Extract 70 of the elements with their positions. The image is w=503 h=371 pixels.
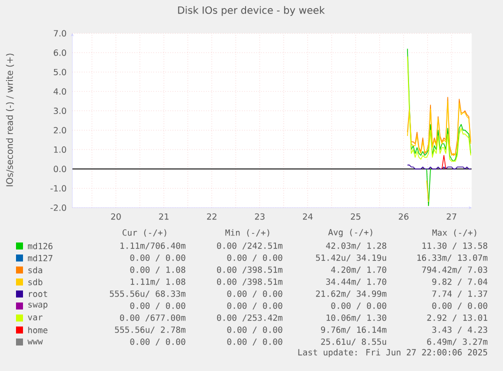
y-tick-label: 6.0	[54, 49, 66, 56]
text: Min (-/+)	[225, 229, 270, 237]
x-tick-label: 26	[398, 213, 408, 220]
text: 0.00 /398.51m	[217, 278, 282, 286]
legend-label: sdb	[28, 278, 42, 286]
text: 10.06m/ 1.30	[326, 314, 386, 322]
text: Max (-/+)	[432, 229, 476, 237]
text: Last update: Fri Jun 27 22:00:06 2025	[298, 348, 488, 358]
y-tick-label: 5.0	[54, 68, 66, 76]
text: 0.00 / 0.00	[227, 326, 282, 334]
text: 0.00 / 0.00	[227, 302, 282, 310]
text: 34.44m/ 1.70	[326, 278, 386, 286]
x-tick-label: 22	[207, 213, 216, 220]
legend-label: root	[29, 290, 48, 298]
text: 1.11m/706.40m	[120, 242, 186, 250]
legend-label: www	[28, 340, 43, 344]
text: 16.33m/ 13.07m	[417, 254, 488, 262]
y-tick-label: -1.0	[50, 185, 66, 192]
text: 0.00 / 0.00	[432, 302, 488, 310]
legend-label: md127	[28, 254, 52, 262]
y-tick-label: 0.0	[54, 166, 66, 172]
text: 6.49m/ 3.27m	[427, 338, 488, 346]
text: 794.42m/ 7.03	[422, 266, 488, 274]
text: 21.62m/ 34.99m	[316, 290, 386, 298]
text: 0.00 / 0.00	[130, 254, 186, 262]
text: 25.61u/ 8.55u	[321, 338, 386, 346]
text: 0.00 / 1.08	[130, 266, 186, 274]
text: 3.43 / 4.23	[432, 326, 488, 334]
text: 0.00 / 0.00	[130, 302, 186, 310]
text: 555.56u/ 68.33m	[110, 290, 186, 298]
text: 2.92 / 13.01	[427, 314, 488, 322]
text: 0.00 / 0.00	[227, 290, 282, 298]
y-tick-label: 7.0	[54, 30, 66, 37]
legend-label: sda	[28, 266, 42, 274]
y-tick-label: 4.0	[54, 88, 66, 95]
y-tick-label: 1.0	[54, 146, 66, 153]
x-tick-label: 27	[446, 213, 456, 220]
y-tick-label: 3.0	[54, 108, 66, 114]
text: Avg (-/+)	[328, 228, 372, 238]
y-tick-label: -2.0	[50, 204, 66, 211]
text: 11.30 / 13.58	[422, 242, 488, 250]
text: 7.74 / 1.37	[432, 290, 488, 298]
text: 9.82 / 7.04	[432, 278, 488, 286]
text: 0.00 / 0.00	[227, 254, 282, 262]
x-tick-label: 21	[159, 213, 168, 220]
x-tick-label: 24	[302, 213, 313, 220]
text: 0.00 / 0.00	[130, 338, 186, 346]
text: 1.11m/ 1.08	[130, 278, 186, 286]
legend-label: var	[28, 316, 42, 320]
y-tick-label: 2.0	[54, 126, 66, 134]
text: 0.00 /677.00m	[120, 314, 186, 322]
x-tick-label: 25	[350, 213, 360, 220]
legend-label: md126	[28, 242, 52, 250]
text: 555.56u/ 2.78m	[115, 326, 186, 334]
text: 9.76m/ 16.14m	[321, 326, 386, 334]
y-axis-title: IOs/second read (-) / write (+)	[6, 54, 14, 186]
legend-label: swap	[28, 302, 48, 310]
text: 0.00 / 0.00	[227, 338, 282, 346]
text: 0.00 /398.51m	[217, 266, 282, 274]
text: 0.00 / 0.00	[331, 302, 386, 310]
chart-title: Disk IOs per device - by week	[178, 6, 325, 16]
x-tick-label: 23	[255, 213, 264, 220]
text: 0.00 /242.51m	[217, 242, 282, 250]
text: Cur (-/+)	[122, 229, 166, 237]
x-tick-label: 20	[111, 213, 121, 220]
legend-label: home	[28, 326, 48, 334]
text: 4.20m/ 1.70	[331, 266, 386, 274]
text: 0.00 /253.42m	[217, 314, 282, 322]
text: 42.03m/ 1.28	[326, 242, 386, 250]
text: 51.42u/ 34.19u	[316, 254, 386, 262]
